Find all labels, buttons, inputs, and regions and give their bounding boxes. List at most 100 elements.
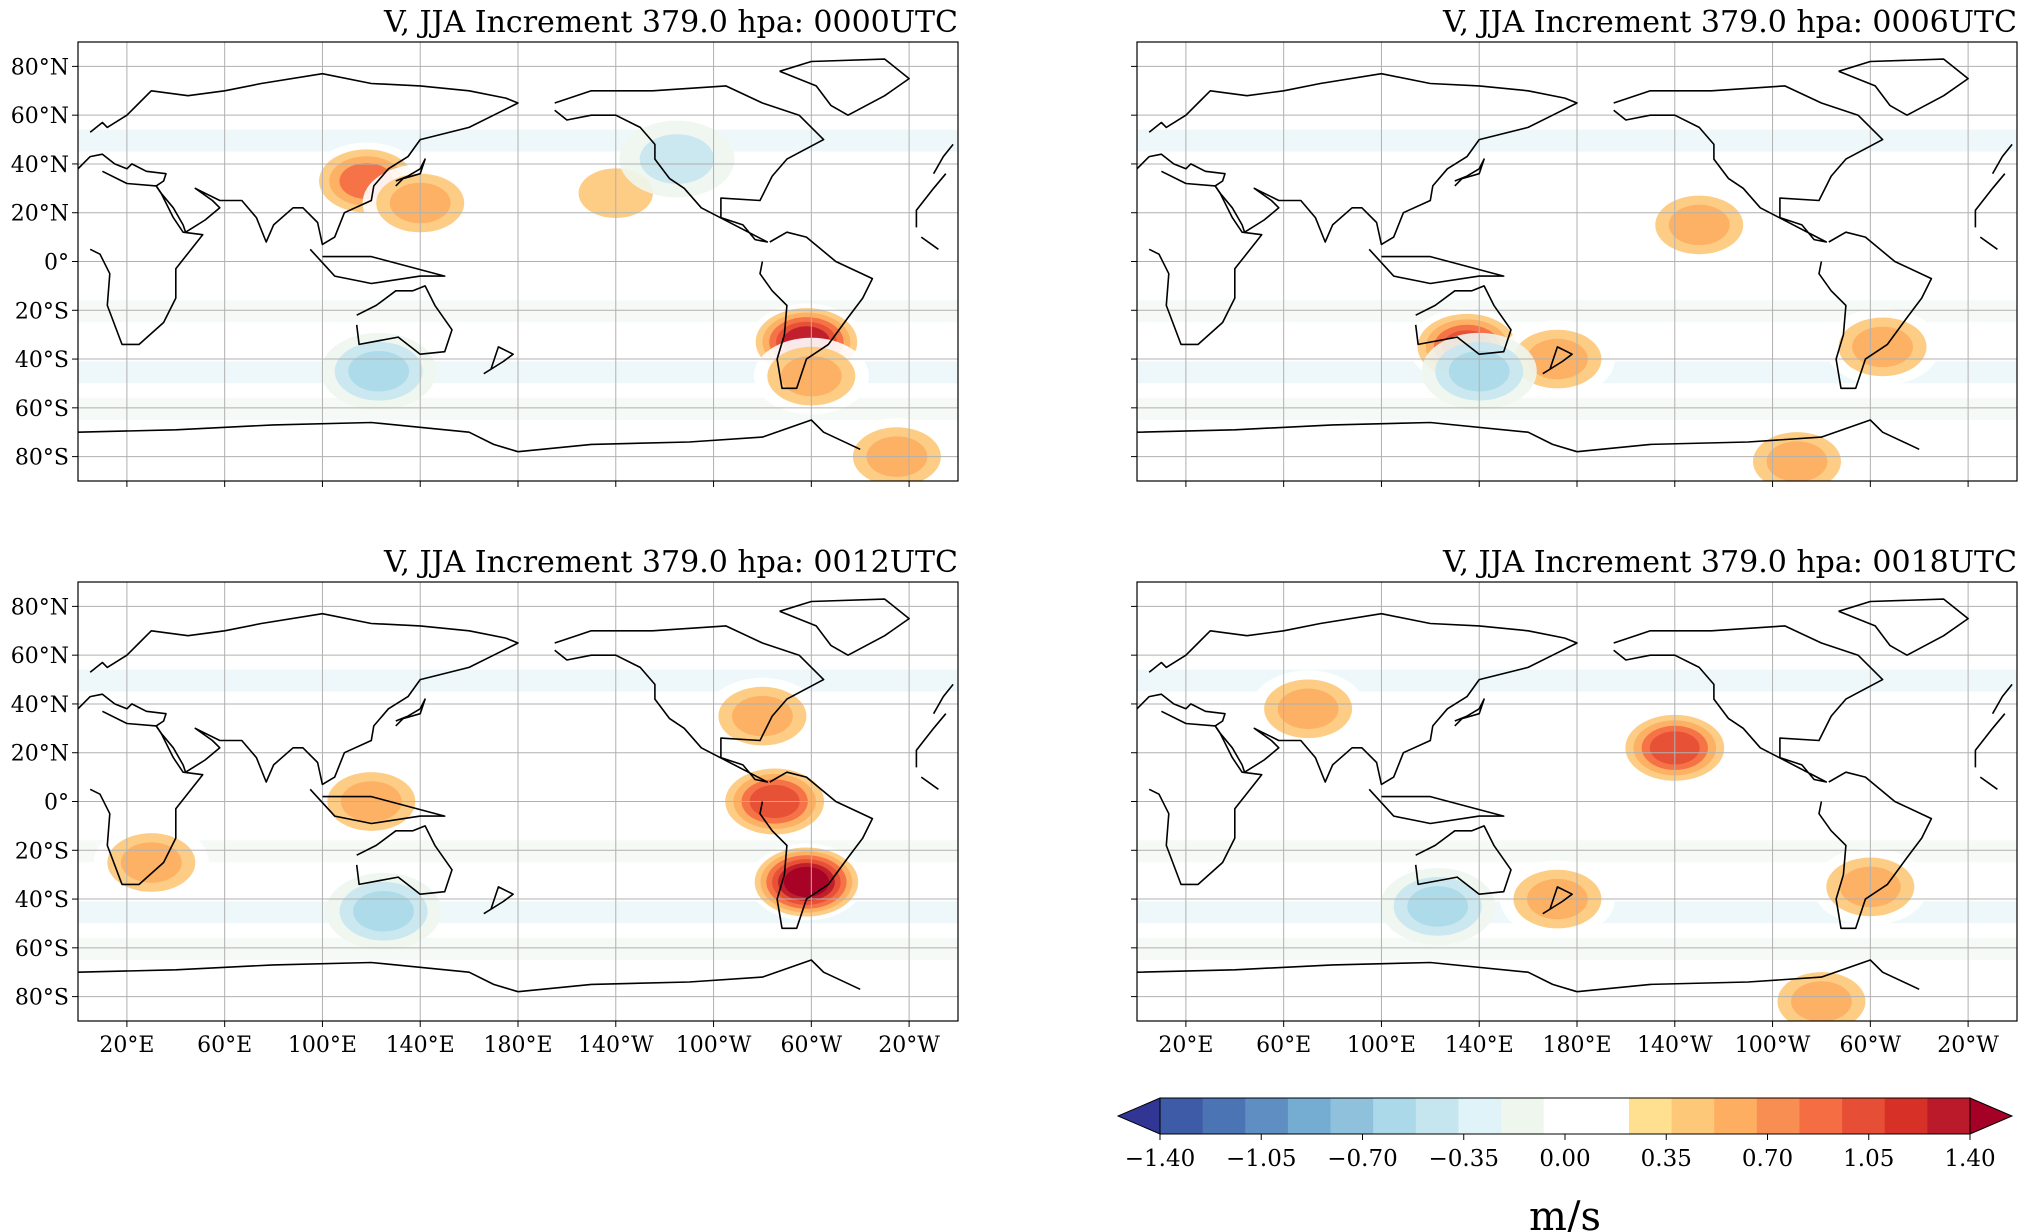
coastline <box>1454 158 1485 187</box>
increment-contour <box>1791 981 1852 1021</box>
colorbar-bin <box>1373 1098 1417 1134</box>
increment-contour <box>1277 688 1339 730</box>
coastline <box>483 346 514 375</box>
coastline <box>1838 58 1969 116</box>
lat-tick-label: 0° <box>44 791 69 816</box>
colorbar-tick-label: 0.35 <box>1641 1146 1692 1172</box>
gridlines <box>78 42 958 481</box>
coastlines <box>1137 58 2013 453</box>
map-panel: V, JJA Increment 379.0 hpa: 0006UTC <box>1131 5 2018 487</box>
lat-tick-label: 0° <box>44 251 69 276</box>
lon-tick-label: 60°W <box>1840 1033 1902 1058</box>
lon-tick-label: 140°W <box>578 1033 654 1058</box>
lat-tick-label: 40°N <box>11 693 69 718</box>
coastline <box>355 825 453 895</box>
coastline <box>1414 285 1512 355</box>
lat-tick-label: 80°N <box>11 595 69 620</box>
lat-tick-label: 60°N <box>11 644 69 669</box>
colorbar-bin <box>1671 1098 1715 1134</box>
coastline <box>483 886 514 915</box>
coastline <box>759 231 874 390</box>
map-panel: V, JJA Increment 379.0 hpa: 0018UTC 20°E 6… <box>1131 545 2018 1058</box>
coastline <box>759 771 874 930</box>
lon-tick-label: 100°W <box>1735 1033 1811 1058</box>
colorbar-bin <box>1799 1098 1843 1134</box>
lat-tick-label: 20°N <box>11 742 69 767</box>
lon-tick-label: 100°E <box>288 1033 357 1058</box>
coastline <box>78 959 861 993</box>
coastline <box>309 248 446 285</box>
lon-tick-label: 60°E <box>197 1033 252 1058</box>
lat-tick-label: 40°S <box>15 348 69 373</box>
coastlines <box>78 58 954 453</box>
lat-tick-label: 20°N <box>11 202 69 227</box>
increment-contour <box>783 866 830 898</box>
coastline <box>1137 419 1920 453</box>
coastline <box>1613 625 1884 783</box>
colorbar-max-extend <box>1969 1097 2014 1135</box>
colorbar-bin <box>1202 1098 1246 1134</box>
panel-title: V, JJA Increment 379.0 hpa: 0018UTC <box>1442 545 2017 580</box>
coastline <box>1137 959 1920 993</box>
colorbar-bin <box>1628 1098 1673 1134</box>
coastline <box>89 170 947 346</box>
lat-tick-label: 60°S <box>15 397 69 422</box>
colorbar-bin <box>1756 1098 1800 1134</box>
coastline <box>395 698 426 727</box>
colorbar-tick-label: 0.70 <box>1742 1146 1793 1172</box>
colorbar-tick-label: 1.40 <box>1944 1146 1995 1172</box>
coastline <box>1148 710 2006 886</box>
colorbar-tick-label: −1.05 <box>1226 1146 1296 1172</box>
lon-tick-label: 100°E <box>1347 1033 1416 1058</box>
lon-tick-label: 140°E <box>386 1033 455 1058</box>
lon-tick-label: 60°E <box>1256 1033 1311 1058</box>
coastline <box>1818 771 1933 930</box>
map-panel: V, JJA Increment 379.0 hpa: 0000UTC 80°N 6… <box>11 5 959 487</box>
coastline <box>1542 886 1573 915</box>
coastline <box>1148 170 2006 346</box>
coastline <box>1368 788 1505 825</box>
coastlines <box>78 598 954 993</box>
increment-contour <box>348 350 410 392</box>
lat-tick-label: 20°S <box>15 299 69 324</box>
colorbar-bin <box>1714 1098 1758 1134</box>
colorbar-bin <box>1927 1098 1971 1134</box>
map-panel: V, JJA Increment 379.0 hpa: 0012UTC 80°N 6… <box>11 545 959 1058</box>
lat-tick-label: 80°S <box>15 986 69 1011</box>
lat-tick-label: 60°S <box>15 937 69 962</box>
colorbar-bin <box>1458 1098 1502 1134</box>
colorbar-bin <box>1586 1098 1630 1134</box>
gridlines <box>78 582 958 1021</box>
increment-contour <box>732 695 793 737</box>
coastline <box>779 598 910 656</box>
colorbar-tick-label: 0.00 <box>1539 1146 1590 1172</box>
panel-title: V, JJA Increment 379.0 hpa: 0000UTC <box>383 5 958 40</box>
colorbar-bin <box>1501 1098 1545 1134</box>
coastline <box>1137 612 2013 786</box>
lat-tick-label: 80°S <box>15 446 69 471</box>
colorbar-tick-label: 1.05 <box>1843 1146 1894 1172</box>
panel-title: V, JJA Increment 379.0 hpa: 0012UTC <box>383 545 958 580</box>
lon-tick-label: 20°E <box>99 1033 154 1058</box>
colorbar-bin <box>1330 1098 1374 1134</box>
lat-tick-label: 40°S <box>15 888 69 913</box>
colorbar-bin <box>1543 1098 1587 1134</box>
coastline <box>355 285 453 355</box>
lat-tick-label: 60°N <box>11 104 69 129</box>
colorbar-unit-label: m/s <box>1529 1194 1601 1232</box>
map-panels: V, JJA Increment 379.0 hpa: 0000UTC 80°N 6… <box>11 5 2018 1058</box>
colorbar-tick-label: −1.40 <box>1125 1146 1195 1172</box>
increment-contour <box>1668 204 1730 246</box>
coastline <box>1137 72 2013 246</box>
coastline <box>78 419 861 453</box>
coastline <box>78 612 954 786</box>
colorbar-bin <box>1160 1098 1204 1134</box>
coastline <box>1368 248 1505 285</box>
coastline <box>89 710 947 886</box>
lon-tick-label: 180°E <box>1542 1033 1611 1058</box>
lon-tick-label: 20°E <box>1158 1033 1213 1058</box>
panel-title: V, JJA Increment 379.0 hpa: 0006UTC <box>1442 5 2017 40</box>
lon-tick-label: 20°W <box>878 1033 940 1058</box>
coastline <box>1613 85 1884 243</box>
